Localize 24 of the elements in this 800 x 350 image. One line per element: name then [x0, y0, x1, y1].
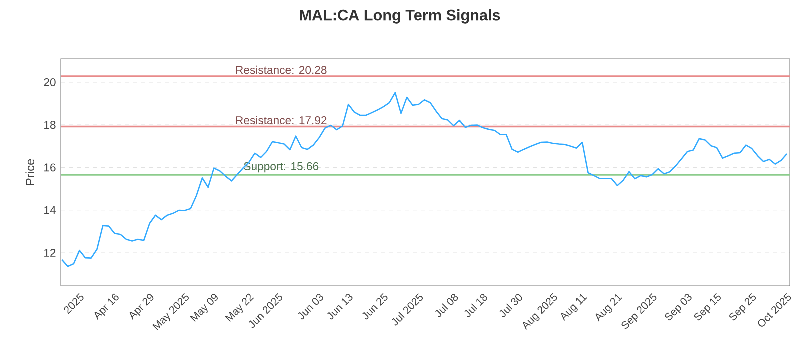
x-tick-label: Sep 03: [665, 294, 692, 321]
x-tick-label: May 09: [190, 294, 218, 322]
x-tick-label: Aug 11: [561, 294, 588, 322]
x-tick-label: Jun 13: [328, 294, 353, 320]
x-tick-label: Apr 16: [94, 294, 119, 320]
x-tick-label: Sep 25: [730, 293, 756, 321]
ref-line-label: Resistance: 17.92: [236, 116, 327, 125]
ref-line-label: Resistance: 20.28: [236, 66, 327, 74]
y-tick-label: 18: [44, 121, 56, 130]
x-tick-label: Apr 29: [130, 294, 154, 320]
y-tick-label: 12: [44, 249, 56, 257]
x-tick-label: Aug 21: [596, 294, 622, 322]
x-tick-label: Jun 25: [362, 293, 388, 320]
chart-title: MAL:CA Long Term Signals: [300, 9, 500, 24]
ref-line-label: Support: 15.66: [244, 162, 319, 173]
x-tick-label: Sep 15: [694, 293, 721, 321]
x-tick-label: Jun 03: [298, 294, 324, 320]
x-tick-label: Jul 08: [436, 294, 458, 318]
x-tick-label: Jul 30: [500, 294, 522, 318]
x-tick-label: Jul 18: [464, 294, 488, 318]
y-tick-label: 14: [44, 206, 56, 214]
y-axis-title: Price: [26, 159, 35, 186]
y-tick-label: 20: [44, 78, 56, 86]
y-tick-label: 16: [44, 164, 56, 172]
